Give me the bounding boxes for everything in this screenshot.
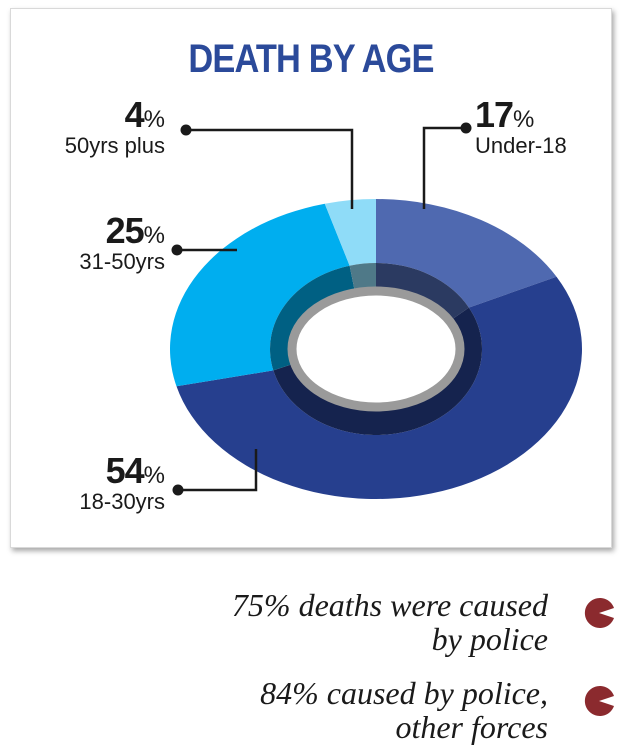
note-police-other-forces: 84% caused by police, other forces bbox=[260, 676, 548, 744]
slice-under-18 bbox=[376, 199, 557, 308]
label-under-18: 17% Under-18 bbox=[475, 97, 567, 157]
label-value: 4 bbox=[124, 94, 145, 135]
label-unit: % bbox=[143, 222, 165, 249]
slice-31-50yrs bbox=[169, 203, 350, 387]
note-line: 75% deaths were caused bbox=[231, 587, 548, 623]
label-value: 17 bbox=[475, 94, 514, 135]
label-50yrs-plus: 4% 50yrs plus bbox=[65, 97, 165, 157]
slice-depth bbox=[376, 263, 469, 322]
slice-50yrs-plus bbox=[324, 199, 376, 266]
donut-chart bbox=[169, 122, 582, 499]
label-category: 31-50yrs bbox=[79, 249, 165, 274]
leader-under-18 bbox=[422, 126, 466, 209]
label-unit: % bbox=[513, 106, 535, 133]
slice-depth bbox=[349, 263, 376, 293]
slice-depth bbox=[273, 307, 482, 435]
label-31-50yrs: 25% 31-50yrs bbox=[79, 213, 165, 273]
chart-card: DEATH BY AGE 4% 50yrs plus 25% 31-50yrs … bbox=[10, 8, 612, 548]
note-line: other forces bbox=[395, 709, 548, 745]
label-18-30yrs: 54% 18-30yrs bbox=[79, 453, 165, 513]
label-value: 54 bbox=[105, 450, 145, 491]
label-category: 50yrs plus bbox=[64, 133, 165, 158]
pacman-icon bbox=[584, 598, 614, 628]
label-value: 25 bbox=[105, 210, 145, 251]
pacman-icon bbox=[584, 686, 614, 716]
leader-50yrs-plus bbox=[186, 128, 354, 209]
label-unit: % bbox=[143, 106, 165, 133]
chart-title: DEATH BY AGE bbox=[188, 37, 434, 81]
leader-dot bbox=[460, 122, 472, 134]
leader-dot bbox=[171, 244, 183, 256]
donut-hole bbox=[287, 286, 465, 412]
note-police: 75% deaths were caused by police bbox=[232, 588, 548, 656]
note-line: by police bbox=[431, 621, 548, 657]
label-category: Under-18 bbox=[475, 133, 567, 158]
label-unit: % bbox=[143, 462, 165, 489]
leader-dot bbox=[180, 124, 192, 136]
leader-dot bbox=[172, 484, 184, 496]
note-line: 84% caused by police, bbox=[260, 675, 548, 711]
label-category: 18-30yrs bbox=[79, 489, 165, 514]
leader-18-30yrs bbox=[178, 449, 258, 492]
slice-18-30yrs bbox=[176, 276, 582, 499]
